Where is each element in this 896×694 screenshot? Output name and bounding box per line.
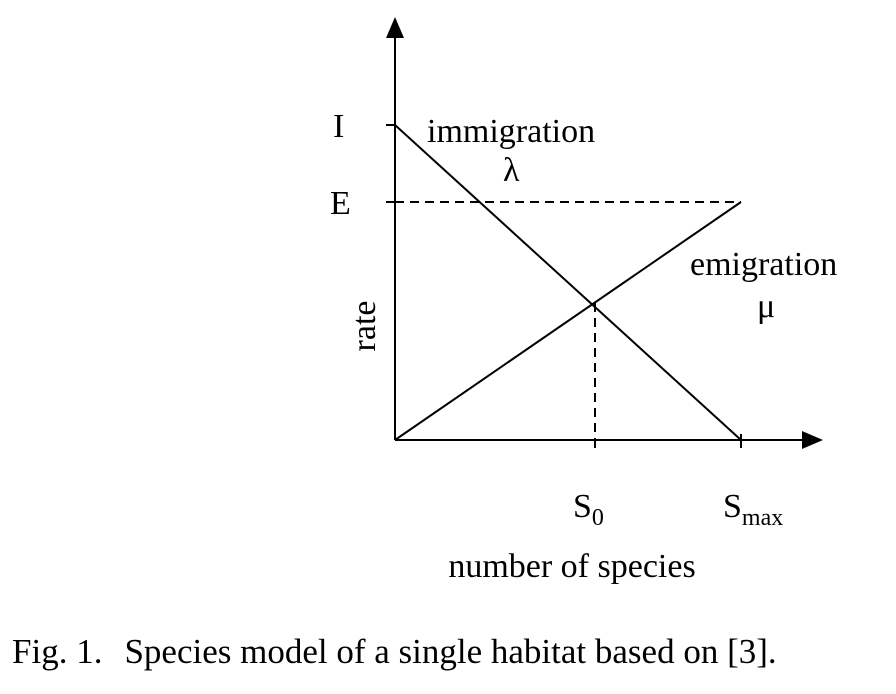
- emigration-symbol: μ: [757, 288, 775, 325]
- figure-caption: Fig. 1. Species model of a single habitat…: [12, 632, 777, 672]
- s0-subscript: 0: [592, 505, 604, 531]
- x-tick-label-smax: Smax: [723, 488, 783, 531]
- y-axis-arrowhead: [386, 17, 404, 38]
- emigration-label: emigration: [690, 246, 837, 283]
- x-tick-label-s0: S0: [573, 488, 604, 531]
- caption-text: Species model of a single habitat based …: [124, 632, 777, 671]
- x-axis-arrowhead: [802, 431, 823, 449]
- figure-number: Fig. 1.: [12, 632, 103, 671]
- smax-base: S: [723, 488, 742, 525]
- y-tick-label-E: E: [330, 185, 351, 222]
- s0-base: S: [573, 488, 592, 525]
- immigration-symbol: λ: [503, 152, 520, 189]
- y-tick-label-I: I: [333, 108, 344, 145]
- immigration-line: [394, 124, 742, 441]
- immigration-label: immigration: [427, 113, 595, 150]
- emigration-line: [394, 201, 742, 441]
- x-axis-label: number of species: [448, 548, 695, 585]
- y-axis-label: rate: [346, 301, 383, 352]
- smax-subscript: max: [742, 505, 783, 531]
